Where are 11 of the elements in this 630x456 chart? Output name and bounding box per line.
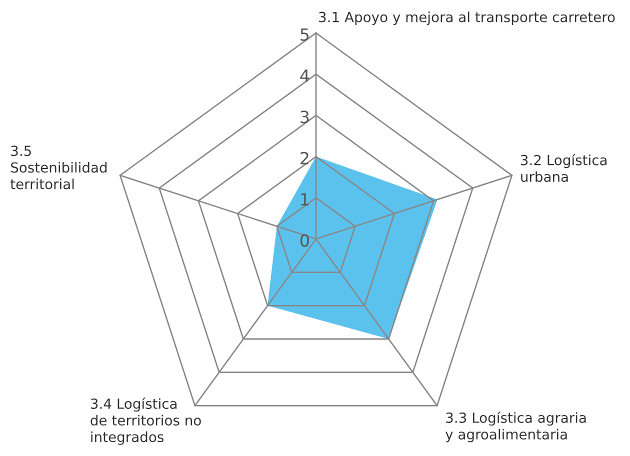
- y-tick-label: 0: [300, 234, 309, 247]
- spoke-label: 3.3 Logística agraria y agroalimentaria: [446, 412, 586, 442]
- y-tick-label: 5: [300, 28, 309, 41]
- y-tick-label: 1: [301, 193, 308, 206]
- spoke-label: 3.5 Sostenibilidad territorial: [10, 146, 107, 190]
- spoke-label: 3.1 Apoyo y mejora al transporte carretero: [319, 12, 615, 25]
- spoke-label: 3.2 Logística urbana: [520, 154, 607, 182]
- y-tick-label: 2: [300, 152, 308, 164]
- y-tick-label: 3: [300, 110, 309, 124]
- spoke-label: 3.4 Logística de territorios no integrados: [90, 398, 201, 445]
- y-tick-label: 4: [300, 70, 310, 82]
